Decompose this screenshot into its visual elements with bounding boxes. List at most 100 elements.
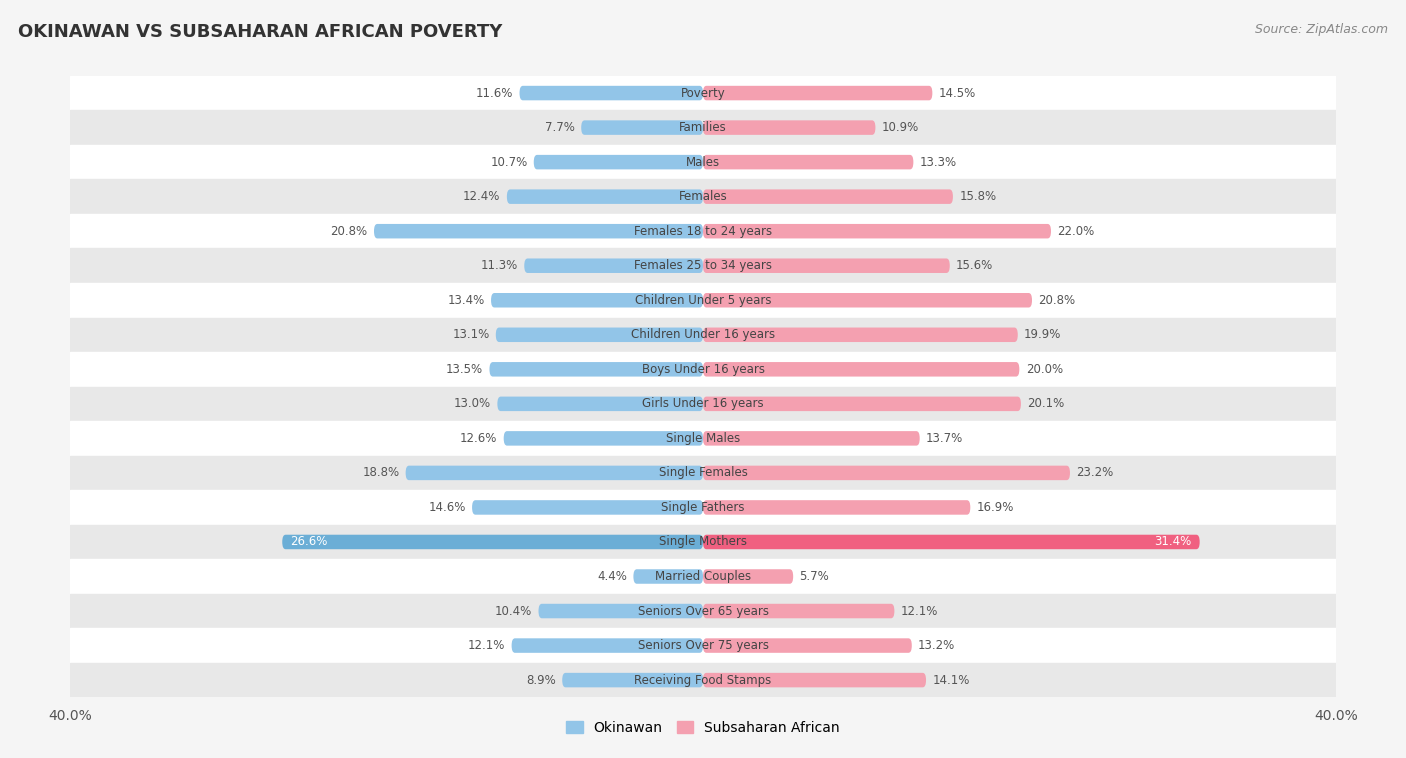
Text: Males: Males [686, 155, 720, 168]
Text: 20.8%: 20.8% [1039, 294, 1076, 307]
Bar [70, 594, 1336, 628]
Bar [70, 249, 1336, 283]
Bar [70, 180, 1336, 214]
Text: 13.5%: 13.5% [446, 363, 484, 376]
Text: 13.1%: 13.1% [453, 328, 489, 341]
Text: Girls Under 16 years: Girls Under 16 years [643, 397, 763, 410]
Text: 10.9%: 10.9% [882, 121, 920, 134]
Text: 18.8%: 18.8% [363, 466, 399, 479]
Text: 13.0%: 13.0% [454, 397, 491, 410]
Text: Married Couples: Married Couples [655, 570, 751, 583]
Text: 8.9%: 8.9% [526, 674, 555, 687]
Bar [70, 76, 1336, 111]
Text: Receiving Food Stamps: Receiving Food Stamps [634, 674, 772, 687]
Text: Seniors Over 75 years: Seniors Over 75 years [637, 639, 769, 652]
Text: 14.5%: 14.5% [939, 86, 976, 99]
FancyBboxPatch shape [472, 500, 703, 515]
Text: Children Under 16 years: Children Under 16 years [631, 328, 775, 341]
FancyBboxPatch shape [506, 190, 703, 204]
Text: Females 25 to 34 years: Females 25 to 34 years [634, 259, 772, 272]
Text: 4.4%: 4.4% [598, 570, 627, 583]
FancyBboxPatch shape [524, 258, 703, 273]
FancyBboxPatch shape [703, 190, 953, 204]
Text: 5.7%: 5.7% [800, 570, 830, 583]
Bar [70, 662, 1336, 697]
FancyBboxPatch shape [703, 327, 1018, 342]
FancyBboxPatch shape [703, 155, 914, 169]
Text: 10.7%: 10.7% [491, 155, 527, 168]
FancyBboxPatch shape [703, 396, 1021, 411]
FancyBboxPatch shape [503, 431, 703, 446]
Text: Children Under 5 years: Children Under 5 years [634, 294, 772, 307]
FancyBboxPatch shape [374, 224, 703, 239]
FancyBboxPatch shape [562, 673, 703, 688]
Text: 11.3%: 11.3% [481, 259, 517, 272]
FancyBboxPatch shape [703, 293, 1032, 308]
Text: 12.1%: 12.1% [468, 639, 505, 652]
FancyBboxPatch shape [703, 86, 932, 100]
FancyBboxPatch shape [498, 396, 703, 411]
Text: 12.1%: 12.1% [901, 605, 938, 618]
FancyBboxPatch shape [703, 500, 970, 515]
Text: Females 18 to 24 years: Females 18 to 24 years [634, 224, 772, 238]
Bar [70, 318, 1336, 352]
FancyBboxPatch shape [633, 569, 703, 584]
FancyBboxPatch shape [581, 121, 703, 135]
Text: 26.6%: 26.6% [290, 535, 328, 549]
Text: 16.9%: 16.9% [977, 501, 1014, 514]
Bar [70, 111, 1336, 145]
Text: Females: Females [679, 190, 727, 203]
FancyBboxPatch shape [703, 534, 1199, 550]
Text: Single Fathers: Single Fathers [661, 501, 745, 514]
FancyBboxPatch shape [703, 638, 912, 653]
FancyBboxPatch shape [491, 293, 703, 308]
Bar [70, 387, 1336, 421]
Text: 23.2%: 23.2% [1077, 466, 1114, 479]
Text: 10.4%: 10.4% [495, 605, 531, 618]
Bar [70, 283, 1336, 318]
FancyBboxPatch shape [489, 362, 703, 377]
FancyBboxPatch shape [703, 465, 1070, 480]
FancyBboxPatch shape [703, 604, 894, 619]
Legend: Okinawan, Subsaharan African: Okinawan, Subsaharan African [561, 715, 845, 740]
FancyBboxPatch shape [534, 155, 703, 169]
FancyBboxPatch shape [520, 86, 703, 100]
Text: Boys Under 16 years: Boys Under 16 years [641, 363, 765, 376]
Text: 15.8%: 15.8% [959, 190, 997, 203]
Text: 14.6%: 14.6% [429, 501, 465, 514]
Bar [70, 525, 1336, 559]
FancyBboxPatch shape [496, 327, 703, 342]
Bar [70, 214, 1336, 249]
Text: 13.3%: 13.3% [920, 155, 957, 168]
Text: Single Females: Single Females [658, 466, 748, 479]
Bar [70, 145, 1336, 180]
Text: Families: Families [679, 121, 727, 134]
FancyBboxPatch shape [703, 431, 920, 446]
FancyBboxPatch shape [703, 224, 1052, 239]
FancyBboxPatch shape [703, 362, 1019, 377]
Text: 20.1%: 20.1% [1028, 397, 1064, 410]
Text: Single Mothers: Single Mothers [659, 535, 747, 549]
Text: 19.9%: 19.9% [1024, 328, 1062, 341]
Text: 12.6%: 12.6% [460, 432, 498, 445]
Text: Poverty: Poverty [681, 86, 725, 99]
FancyBboxPatch shape [703, 673, 927, 688]
FancyBboxPatch shape [703, 258, 950, 273]
Bar [70, 490, 1336, 525]
Text: Seniors Over 65 years: Seniors Over 65 years [637, 605, 769, 618]
Text: 20.0%: 20.0% [1026, 363, 1063, 376]
FancyBboxPatch shape [283, 534, 703, 550]
Bar [70, 456, 1336, 490]
Text: OKINAWAN VS SUBSAHARAN AFRICAN POVERTY: OKINAWAN VS SUBSAHARAN AFRICAN POVERTY [18, 23, 503, 41]
Text: 22.0%: 22.0% [1057, 224, 1094, 238]
Text: 13.2%: 13.2% [918, 639, 955, 652]
FancyBboxPatch shape [512, 638, 703, 653]
Text: 31.4%: 31.4% [1154, 535, 1192, 549]
FancyBboxPatch shape [538, 604, 703, 619]
Text: 20.8%: 20.8% [330, 224, 368, 238]
Text: 11.6%: 11.6% [475, 86, 513, 99]
Text: Source: ZipAtlas.com: Source: ZipAtlas.com [1254, 23, 1388, 36]
Text: 13.7%: 13.7% [927, 432, 963, 445]
Bar [70, 559, 1336, 594]
Bar [70, 421, 1336, 456]
